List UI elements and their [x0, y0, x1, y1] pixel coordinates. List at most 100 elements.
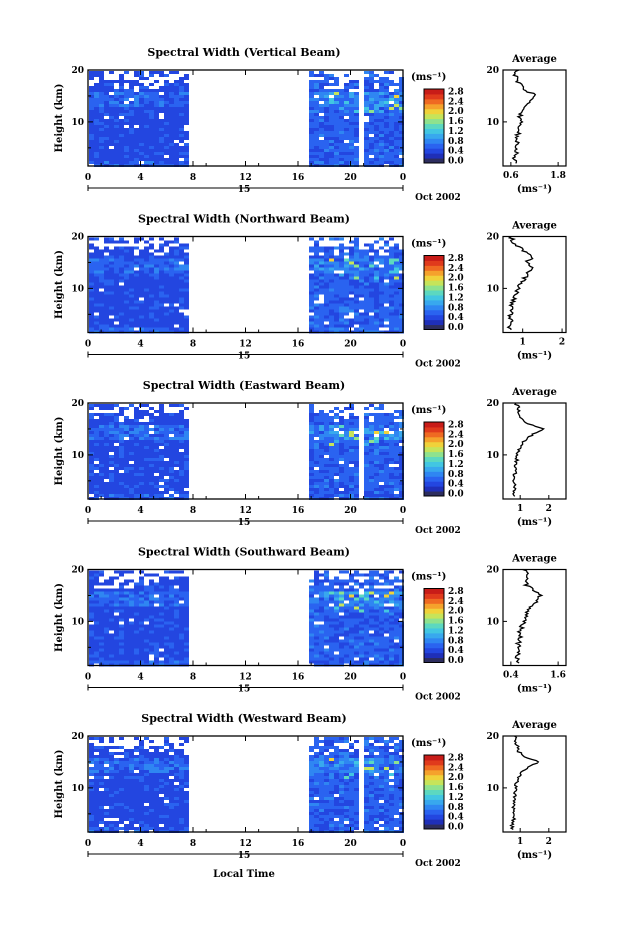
heatmap-cell [169, 660, 174, 664]
heatmap-cell [159, 273, 164, 277]
heatmap-cell [139, 446, 144, 449]
heatmap-cell [314, 74, 319, 77]
heatmap-cell [399, 303, 404, 307]
heatmap-cell [89, 128, 94, 131]
heatmap-cell [124, 128, 129, 131]
heatmap-cell [139, 633, 144, 637]
heatmap-cell [134, 479, 139, 482]
heatmap-cell [324, 606, 329, 610]
heatmap-cell [109, 294, 114, 298]
heatmap-cell [184, 479, 189, 482]
heatmap-cell [164, 137, 169, 140]
heatmap-cell [99, 110, 104, 113]
heatmap-cell [349, 627, 354, 631]
heatmap-cell [309, 636, 314, 640]
heatmap-cell [399, 585, 404, 589]
heatmap-cell [324, 579, 329, 583]
y-tick-label: 20 [71, 566, 84, 576]
heatmap-cell [119, 288, 124, 292]
heatmap-cell [114, 609, 119, 613]
colorbar-swatch [424, 158, 444, 164]
heatmap-cell [114, 255, 119, 259]
heatmap-cell [104, 464, 109, 467]
heatmap-cell [144, 443, 149, 446]
heatmap-cell [114, 122, 119, 125]
heatmap-cell [159, 633, 164, 637]
heatmap-cell [164, 312, 169, 316]
heatmap-cell [319, 303, 324, 307]
heatmap-cell [349, 80, 354, 83]
heatmap-cell [374, 642, 379, 646]
heatmap-cell [129, 252, 134, 256]
heatmap-cell [159, 318, 164, 322]
heatmap-cell [109, 440, 114, 443]
average-frame [502, 69, 567, 167]
heatmap-cell [94, 761, 99, 764]
heatmap-cell [164, 633, 169, 637]
heatmap-cell [99, 104, 104, 107]
heatmap-cell [334, 494, 339, 497]
heatmap-cell [159, 246, 164, 250]
heatmap-cell [94, 237, 99, 241]
heatmap-cell [124, 827, 129, 830]
heatmap-cell [329, 249, 334, 253]
heatmap-cell [324, 449, 329, 452]
heatmap-cell [334, 588, 339, 592]
heatmap-cell [124, 107, 129, 110]
heatmap-cell [129, 636, 134, 640]
colorbar-swatch [424, 123, 444, 129]
heatmap-cell [369, 624, 374, 628]
heatmap-cell [114, 327, 119, 331]
heatmap-cell [139, 77, 144, 80]
heatmap-cell [129, 612, 134, 616]
heatmap-cell [374, 125, 379, 128]
heatmap-cell [339, 261, 344, 265]
heatmap-cell [94, 249, 99, 253]
heatmap-cell [369, 315, 374, 319]
heatmap-cell [384, 443, 389, 446]
heatmap-cell [344, 494, 349, 497]
heatmap-cell [134, 806, 139, 809]
heatmap-cell [379, 122, 384, 125]
heatmap-cell [179, 606, 184, 610]
heatmap-cell [364, 603, 369, 607]
heatmap-cell [119, 761, 124, 764]
heatmap-cell [149, 270, 154, 274]
heatmap-cell [309, 422, 314, 425]
heatmap-cell [319, 161, 324, 164]
heatmap-cell [369, 470, 374, 473]
heatmap-cell [339, 494, 344, 497]
heatmap-cell [344, 258, 349, 262]
heatmap-cell [124, 600, 129, 604]
heatmap-cell [394, 446, 399, 449]
heatmap-cell [164, 591, 169, 595]
heatmap-cell [94, 246, 99, 250]
heatmap-cell [184, 621, 189, 625]
heatmap-cell [159, 255, 164, 259]
heatmap-cell [154, 494, 159, 497]
heatmap-cell [329, 92, 334, 95]
heatmap-cell [144, 131, 149, 134]
average-y-tick-label: 20 [486, 233, 499, 243]
heatmap-cell [154, 630, 159, 634]
heatmap-cell [154, 134, 159, 137]
heatmap-cell [324, 131, 329, 134]
heatmap-cell [154, 633, 159, 637]
heatmap-cell [169, 458, 174, 461]
heatmap-cell [149, 149, 154, 152]
heatmap-cell [89, 255, 94, 259]
heatmap-cell [319, 158, 324, 161]
heatmap-cell [334, 473, 339, 476]
heatmap-cell [369, 128, 374, 131]
heatmap-cell [364, 455, 369, 458]
heatmap-cell [314, 579, 319, 583]
heatmap-cell [144, 494, 149, 497]
heatmap-cell [154, 609, 159, 613]
panel-4: Spectral Width (Southward Beam)2010Heigh… [54, 546, 567, 703]
heatmap-cell [334, 276, 339, 280]
heatmap-cell [374, 92, 379, 95]
x-tick-label: 0 [400, 673, 406, 683]
heatmap-cell [104, 630, 109, 634]
heatmap-cell [124, 636, 129, 640]
heatmap-cell [109, 303, 114, 307]
